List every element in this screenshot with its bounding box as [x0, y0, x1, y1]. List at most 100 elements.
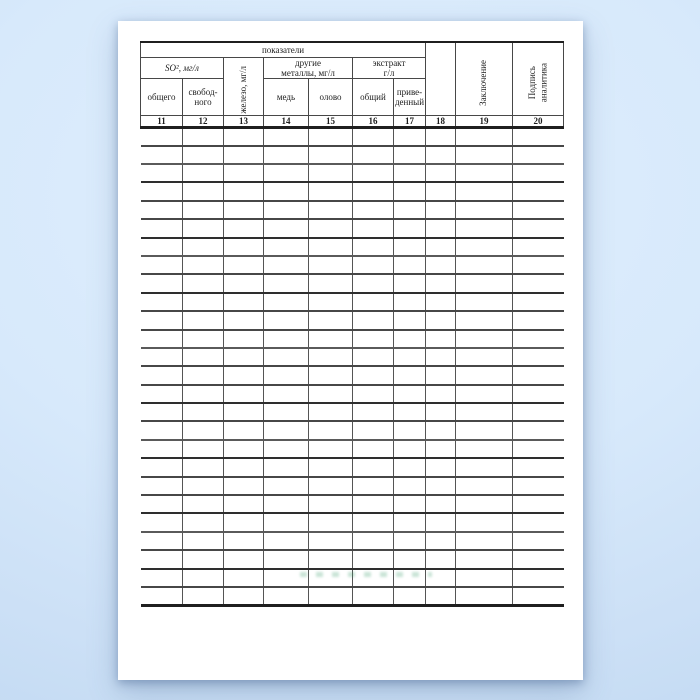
body-row [140, 145, 564, 166]
body-cell [140, 237, 183, 257]
body-cell [308, 421, 353, 441]
body-cell [425, 164, 457, 184]
body-cell [455, 182, 514, 202]
body-cell [308, 587, 353, 607]
body-cell [393, 384, 427, 405]
body-cell [352, 200, 394, 221]
body-cell [308, 458, 353, 478]
extract-total-header: общий [352, 77, 394, 116]
header-row-column-numbers: 11 12 13 14 15 16 17 18 19 20 [140, 114, 565, 129]
body-cell [455, 237, 514, 257]
body-cell [182, 458, 224, 478]
body-cell [393, 255, 427, 276]
body-cell [425, 513, 457, 533]
column-number-12: 12 [182, 114, 224, 129]
body-cell [308, 347, 353, 368]
extract-reduced-header: приве- денный [392, 77, 427, 116]
body-cell [455, 311, 514, 331]
body-cell [223, 495, 264, 515]
so2-total-header: общего [140, 77, 183, 116]
tin-header: олово [308, 77, 353, 116]
body-cell [308, 366, 353, 386]
body-cell [182, 200, 224, 221]
body-cell [512, 292, 564, 313]
body-cell [263, 219, 309, 239]
body-cell [140, 421, 183, 441]
body-cell [182, 421, 224, 441]
body-cell [263, 458, 309, 478]
body-cell [455, 439, 514, 460]
body-cell [263, 200, 309, 221]
body-cell [352, 127, 394, 147]
body-cell [425, 568, 457, 589]
body-cell [182, 550, 224, 570]
body-cell [140, 127, 183, 147]
conclusion-column-header: Заключение [455, 40, 514, 116]
body-row [140, 587, 564, 607]
body-cell [393, 513, 427, 533]
body-row [140, 403, 564, 423]
body-cell [223, 384, 264, 405]
body-cell [140, 476, 183, 497]
body-cell [393, 495, 427, 515]
body-cell [393, 439, 427, 460]
body-cell [263, 311, 309, 331]
body-cell [512, 403, 564, 423]
body-cell [140, 568, 183, 589]
body-cell [393, 237, 427, 257]
body-cell [182, 568, 224, 589]
column-number-13: 13 [223, 114, 264, 129]
body-cell [512, 421, 564, 441]
body-cell [393, 458, 427, 478]
body-cell [182, 366, 224, 386]
body-cell [352, 421, 394, 441]
body-cell [512, 237, 564, 257]
body-cell [393, 127, 427, 147]
body-cell [352, 347, 394, 368]
body-row [140, 200, 564, 221]
body-cell [182, 274, 224, 294]
body-cell [223, 329, 264, 349]
body-cell [512, 384, 564, 405]
body-cell [393, 366, 427, 386]
body-cell [455, 255, 514, 276]
body-cell [182, 513, 224, 533]
body-row [140, 439, 564, 460]
extract-group-header: экстракт г/л [351, 56, 427, 79]
column-number-19: 19 [455, 114, 514, 129]
body-cell [182, 164, 224, 184]
body-cell [140, 495, 183, 515]
body-cell [512, 311, 564, 331]
column-number-18: 18 [425, 114, 457, 129]
body-cell [263, 366, 309, 386]
body-cell [223, 219, 264, 239]
body-row [140, 531, 564, 552]
body-cell [425, 458, 457, 478]
body-cell [308, 329, 353, 349]
body-cell [140, 347, 183, 368]
body-cell [263, 550, 309, 570]
body-cell [512, 127, 564, 147]
body-cell [182, 384, 224, 405]
body-cell [455, 127, 514, 147]
body-row [140, 568, 564, 589]
body-row [140, 237, 564, 257]
body-cell [455, 274, 514, 294]
body-cell [352, 164, 394, 184]
other-metals-group-header: другие металлы, мг/л [263, 56, 353, 79]
analysis-journal-table: показатели Заключение Подпись аналитика … [139, 40, 565, 607]
body-cell [263, 329, 309, 349]
body-cell [352, 513, 394, 533]
body-cell [263, 164, 309, 184]
body-row [140, 329, 564, 349]
body-cell [425, 495, 457, 515]
body-cell [140, 550, 183, 570]
body-row [140, 550, 564, 570]
body-cell [512, 347, 564, 368]
body-cell [263, 476, 309, 497]
body-cell [512, 531, 564, 552]
body-cell [455, 421, 514, 441]
body-cell [140, 274, 183, 294]
body-cell [393, 164, 427, 184]
body-cell [352, 439, 394, 460]
